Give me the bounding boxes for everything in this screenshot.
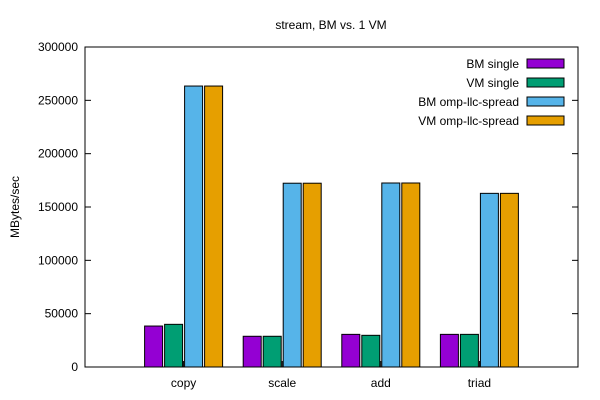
bar-vm-single-copy [164, 323, 184, 368]
y-tick-label: 300000 [38, 40, 78, 54]
y-tick-label: 0 [71, 360, 78, 374]
legend-label: VM single [466, 76, 519, 90]
bar-vm-omp-llc-spread-copy [204, 85, 224, 368]
plot-frame [84, 46, 579, 368]
bar-bm-omp-llc-spread-add [381, 182, 401, 368]
x-tick-label: copy [171, 376, 196, 390]
y-tick-label: 250000 [38, 93, 78, 107]
y-tick-label: 200000 [38, 147, 78, 161]
x-tick-label: scale [268, 376, 296, 390]
bar-vm-omp-llc-spread-add [401, 182, 421, 368]
legend-label: BM omp-llc-spread [418, 95, 519, 109]
bar-vm-single-add [361, 334, 381, 368]
legend-swatch [526, 58, 565, 69]
bar-vm-omp-llc-spread-scale [302, 182, 322, 368]
legend-swatch [526, 77, 565, 88]
bar-bm-single-triad [439, 333, 459, 368]
y-tick-label: 150000 [38, 200, 78, 214]
x-tick-label: add [371, 376, 391, 390]
bar-bm-omp-llc-spread-copy [184, 85, 204, 368]
y-axis-label: MBytes/sec [8, 176, 22, 238]
chart-title: stream, BM vs. 1 VM [275, 18, 386, 32]
legend-swatch [526, 115, 565, 126]
bar-vm-omp-llc-spread-triad [499, 192, 519, 368]
bar-bm-omp-llc-spread-scale [282, 182, 302, 368]
y-tick-label: 100000 [38, 253, 78, 267]
bar-bm-single-add [341, 333, 361, 368]
x-tick-label: triad [468, 376, 491, 390]
legend-label: VM omp-llc-spread [418, 114, 519, 128]
bar-bm-single-scale [242, 335, 262, 368]
y-tick-label: 50000 [45, 307, 79, 321]
legend-swatch [526, 96, 565, 107]
bar-bm-single-copy [144, 325, 164, 368]
legend-label: BM single [466, 57, 519, 71]
bar-vm-single-scale [262, 335, 282, 368]
bar-bm-omp-llc-spread-triad [479, 192, 499, 368]
bar-vm-single-triad [459, 333, 479, 368]
